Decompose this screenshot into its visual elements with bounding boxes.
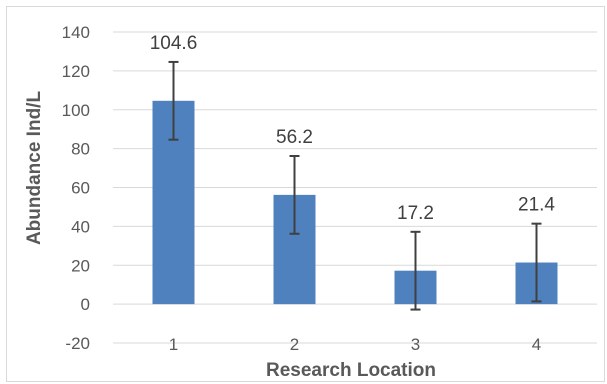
y-tick-label: -20 xyxy=(65,334,90,353)
error-bars xyxy=(168,60,542,311)
x-tick-label: 4 xyxy=(532,335,541,354)
x-axis-tick-labels: 1 2 3 4 xyxy=(169,335,541,354)
y-tick-label: 60 xyxy=(71,179,90,198)
y-axis-title: Abundance Ind/L xyxy=(24,91,45,246)
y-tick-label: 20 xyxy=(71,256,90,275)
error-bar xyxy=(168,60,179,141)
data-labels: 104.6 56.2 17.2 21.4 xyxy=(150,33,556,224)
y-axis-tick-labels: -20 0 20 40 60 80 100 120 140 xyxy=(62,23,90,353)
data-label: 17.2 xyxy=(397,203,434,224)
data-label: 56.2 xyxy=(276,127,313,148)
y-tick-label: 100 xyxy=(62,101,90,120)
y-tick-label: 40 xyxy=(71,217,90,236)
x-tick-label: 3 xyxy=(411,335,420,354)
y-tick-label: 80 xyxy=(71,140,90,159)
error-bar xyxy=(410,230,421,311)
x-tick-label: 2 xyxy=(290,335,299,354)
x-tick-label: 1 xyxy=(169,335,178,354)
x-axis-title: Research Location xyxy=(266,360,436,381)
error-bar xyxy=(531,222,542,303)
error-bar xyxy=(289,155,300,235)
chart-frame xyxy=(6,6,605,382)
bars xyxy=(152,100,558,305)
data-label: 21.4 xyxy=(518,195,555,216)
y-tick-label: 0 xyxy=(81,295,90,314)
y-tick-label: 120 xyxy=(62,62,90,81)
y-tick-label: 140 xyxy=(62,23,90,42)
data-label: 104.6 xyxy=(150,33,198,54)
